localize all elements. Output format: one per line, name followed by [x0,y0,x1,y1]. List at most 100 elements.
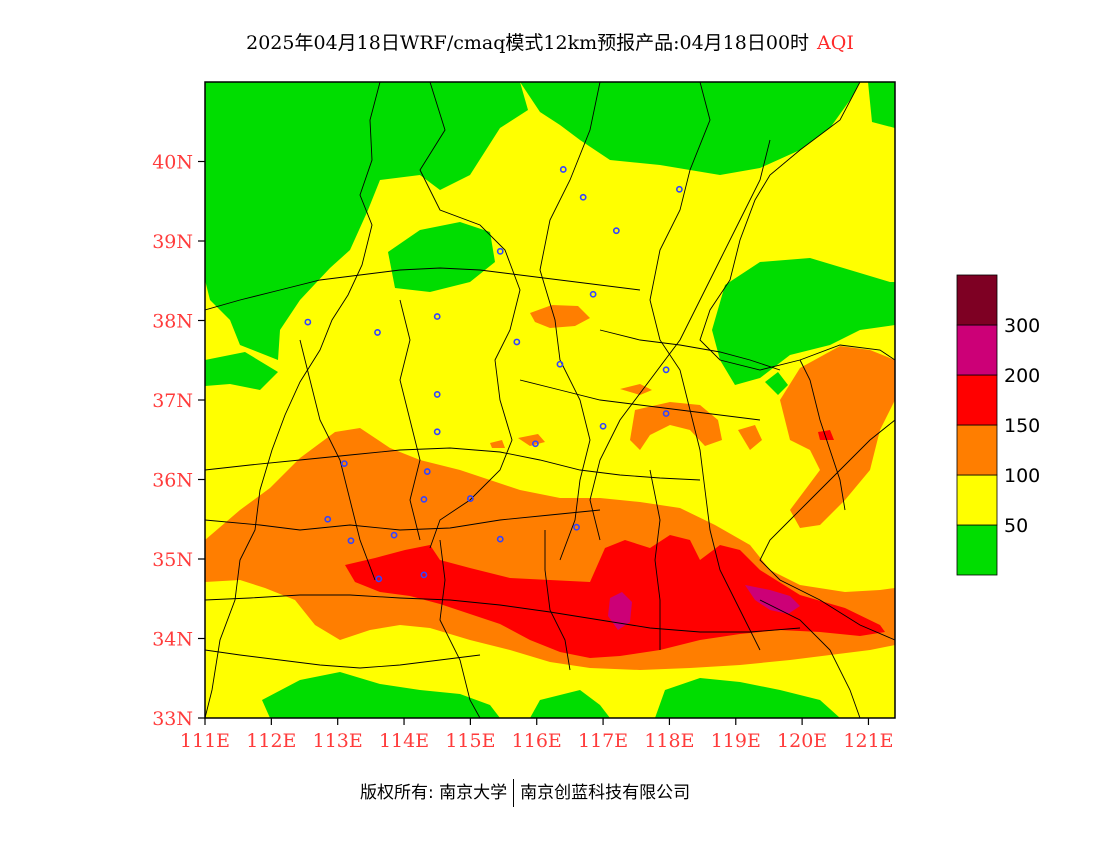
administrative-boundaries [205,82,895,718]
map-title-main: 2025年04月18日WRF/cmaq模式12km预报产品:04月18日00时 [246,32,810,54]
sensitive-region-dezhou-spot [620,384,652,395]
boundary-line [649,82,761,651]
station-marker [556,360,564,368]
sensitive-region-east-spot-1 [738,425,762,450]
boundary-line [205,594,801,633]
good-region-northwest [205,82,528,360]
station-marker [579,193,587,201]
legend-label: 50 [1004,515,1028,537]
station-marker [573,523,580,531]
boundary-line [599,329,781,371]
lat-tick-label: 36N [152,470,193,492]
legend-swatch [956,524,998,576]
longitude-axis: 111E 112E 113E 114E 115E 116E 117E 118E 119E 120E… [180,718,894,752]
good-region-north [520,82,860,175]
legend-label: 150 [1004,415,1040,437]
boundary-line [399,299,421,541]
station-marker [340,460,348,467]
legend-label: 300 [1004,315,1040,337]
station-marker [324,515,332,523]
very-unhealthy-region-lianyungang [745,585,800,614]
boundary-line [649,469,661,650]
lat-tick-label: 40N [152,152,193,174]
legend-swatch [956,274,998,326]
lon-tick-label: 121E [843,730,893,752]
map-title-pollutant: AQI [817,32,854,54]
boundary-line [519,379,761,421]
boundary-line [799,359,846,511]
station-marker [423,468,431,475]
good-region-south-mid [530,690,610,718]
good-region-wutai [270,214,345,272]
lon-tick-label: 120E [777,730,827,752]
legend-label: 200 [1004,365,1040,387]
station-marker [433,313,441,320]
lon-tick-label: 115E [445,730,495,752]
lat-tick-label: 38N [152,311,193,333]
lon-tick-label: 111E [180,730,230,752]
lon-tick-label: 116E [512,730,562,752]
lon-tick-label: 117E [578,730,628,752]
aqi-legend: 50 100 150 200 300 [956,274,1040,576]
good-region-south-right [655,678,840,718]
station-marker [347,537,355,545]
good-region-west-strip [205,352,278,390]
aqi-level-good-areas [205,82,895,718]
coastline [699,82,895,371]
boundary-line [205,447,701,481]
sensitive-region-hebei-spot [530,305,590,328]
station-marker [559,166,567,173]
good-region-taihang [388,222,495,292]
station-marker [612,227,620,235]
lon-tick-label: 118E [644,730,694,752]
station-marker [466,495,474,502]
boundary-line [759,599,861,718]
boundary-line [419,82,521,549]
station-marker [390,531,398,539]
station-marker [375,575,383,583]
station-marker [433,428,441,436]
good-region-northeast-corner [868,82,895,128]
lat-tick-label: 39N [152,231,193,253]
lon-tick-label: 114E [379,730,429,752]
station-marker [675,185,683,193]
copyright-separator [513,779,515,807]
station-marker [513,338,521,346]
boundary-line [205,267,641,311]
lat-tick-label: 34N [152,629,193,651]
lat-tick-label: 37N [152,390,193,412]
copyright-left: 版权所有: 南京大学 [360,783,508,803]
station-marker [532,440,539,448]
sensitive-region-heze-spot [490,440,505,448]
station-marker [420,495,428,503]
legend-label: 100 [1004,465,1040,487]
copyright-notice: 版权所有: 南京大学 南京创蓝科技有限公司 [360,778,690,807]
lon-tick-label: 113E [313,730,363,752]
station-marker [589,290,597,298]
station-marker [420,571,428,579]
boundary-line [539,82,601,561]
copyright-right: 南京创蓝科技有限公司 [520,783,691,803]
station-marker [599,422,607,430]
legend-swatch [956,374,998,426]
good-region-bohai [712,258,895,385]
boundary-line [299,339,376,581]
legend-swatch [956,474,998,526]
very-unhealthy-region-xuzhou [608,592,632,630]
sensitive-region-jinan-band [630,402,722,450]
boundary-line [205,82,381,718]
sensitive-region-shandong-coast [780,346,895,528]
boundary-line [589,139,771,541]
coastline [759,419,895,641]
boundary-line [439,539,481,718]
lat-tick-label: 33N [152,708,193,730]
latitude-axis: 33N 34N 35N 36N 37N 38N 39N 40N [152,152,205,730]
legend-swatch [956,324,998,376]
good-region-bay-islet [765,372,788,395]
station-marker [662,366,670,374]
station-marker [496,535,504,543]
lon-tick-label: 119E [711,730,761,752]
lat-tick-label: 35N [152,549,193,571]
